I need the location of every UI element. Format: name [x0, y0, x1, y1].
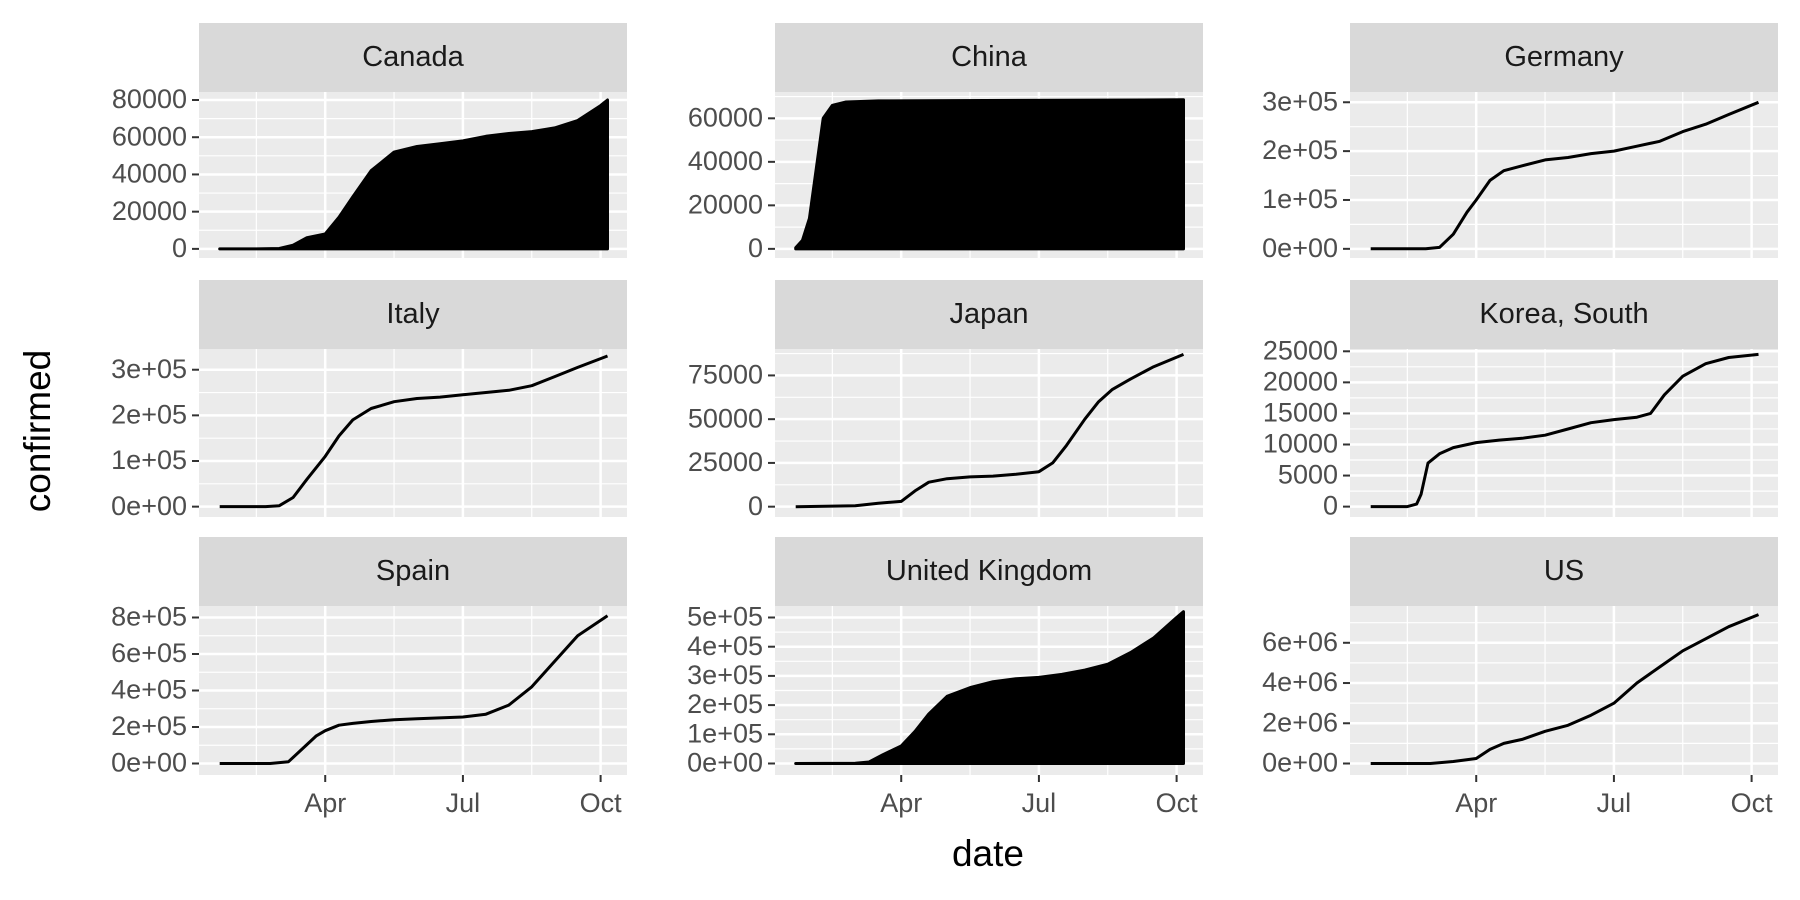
x-tick-label: Apr	[880, 788, 922, 818]
x-axis-title: date	[952, 833, 1024, 874]
panel-background	[1350, 606, 1778, 775]
y-axis-title: confirmed	[17, 350, 58, 512]
y-tick-label: 0e+00	[111, 748, 187, 778]
panel-title: Japan	[949, 298, 1028, 330]
y-tick-label: 1e+05	[111, 445, 187, 475]
x-tick-label: Jul	[1022, 788, 1057, 818]
strip	[199, 23, 627, 92]
series-line	[1370, 352, 1759, 509]
strip	[199, 537, 627, 606]
series-line	[1370, 613, 1760, 765]
y-tick-label: 0e+00	[111, 491, 187, 521]
series-area	[218, 98, 609, 251]
x-tick-label: Apr	[1455, 788, 1497, 818]
series-line	[219, 354, 609, 509]
y-tick-label: 0e+00	[687, 748, 763, 778]
y-tick-label: 6e+05	[111, 638, 187, 668]
strip	[775, 23, 1203, 92]
y-tick-label: 25000	[1263, 335, 1338, 365]
y-tick-label: 20000	[112, 196, 187, 226]
x-tick-label: Oct	[1156, 788, 1199, 818]
panel-background	[1350, 349, 1778, 517]
y-tick-label: 8e+05	[111, 602, 187, 632]
strip	[1350, 537, 1778, 606]
y-tick-label: 4e+05	[687, 631, 763, 661]
y-tick-label: 25000	[688, 447, 763, 477]
series-line	[1370, 100, 1760, 251]
y-tick-label: 0	[1323, 491, 1338, 521]
panel-title: United Kingdom	[886, 555, 1092, 587]
x-tick-label: Apr	[304, 788, 346, 818]
y-tick-label: 6e+06	[1262, 627, 1338, 657]
y-tick-label: 2e+05	[111, 711, 187, 741]
panel-title: Korea, South	[1479, 298, 1648, 330]
strip	[775, 280, 1203, 349]
x-tick-label: Jul	[446, 788, 481, 818]
strip	[199, 280, 627, 349]
y-tick-label: 2e+05	[1262, 135, 1338, 165]
series-area	[794, 98, 1185, 251]
strip	[1350, 23, 1778, 92]
y-tick-label: 60000	[688, 102, 763, 132]
y-tick-label: 0	[748, 491, 763, 521]
y-tick-label: 4e+06	[1262, 667, 1338, 697]
panel-title: US	[1544, 555, 1584, 587]
y-tick-label: 80000	[112, 84, 187, 114]
panel-title: Spain	[376, 555, 450, 587]
y-tick-label: 40000	[688, 146, 763, 176]
y-tick-label: 1e+05	[1262, 184, 1338, 214]
y-tick-label: 3e+05	[111, 354, 187, 384]
x-tick-label: Oct	[580, 788, 623, 818]
y-tick-label: 0	[748, 233, 763, 263]
y-tick-label: 4e+05	[111, 675, 187, 705]
y-tick-label: 2e+06	[1262, 707, 1338, 737]
series-area	[794, 610, 1185, 765]
series-line	[795, 353, 1185, 509]
x-tick-label: Oct	[1731, 788, 1774, 818]
panel-title: Italy	[386, 298, 440, 330]
panel-title: China	[951, 41, 1028, 73]
y-tick-label: 0e+00	[1262, 748, 1338, 778]
y-tick-label: 2e+05	[111, 399, 187, 429]
y-tick-label: 1e+05	[687, 718, 763, 748]
y-tick-label: 5000	[1278, 460, 1338, 490]
x-tick-label: Jul	[1597, 788, 1632, 818]
y-tick-label: 15000	[1263, 398, 1338, 428]
y-tick-label: 5e+05	[687, 602, 763, 632]
panel-title: Germany	[1504, 41, 1624, 73]
y-tick-label: 20000	[1263, 366, 1338, 396]
panel-title: Canada	[362, 41, 464, 73]
y-tick-label: 75000	[688, 360, 763, 390]
y-tick-label: 2e+05	[687, 689, 763, 719]
strip	[1350, 280, 1778, 349]
y-tick-label: 40000	[112, 159, 187, 189]
series-line	[219, 614, 609, 765]
y-tick-label: 3e+05	[1262, 86, 1338, 116]
y-tick-label: 10000	[1263, 429, 1338, 459]
y-tick-label: 0e+00	[1262, 233, 1338, 263]
y-tick-label: 50000	[688, 403, 763, 433]
y-tick-label: 3e+05	[687, 660, 763, 690]
strip	[775, 537, 1203, 606]
y-tick-label: 60000	[112, 121, 187, 151]
y-tick-label: 0	[172, 233, 187, 263]
y-tick-label: 20000	[688, 189, 763, 219]
